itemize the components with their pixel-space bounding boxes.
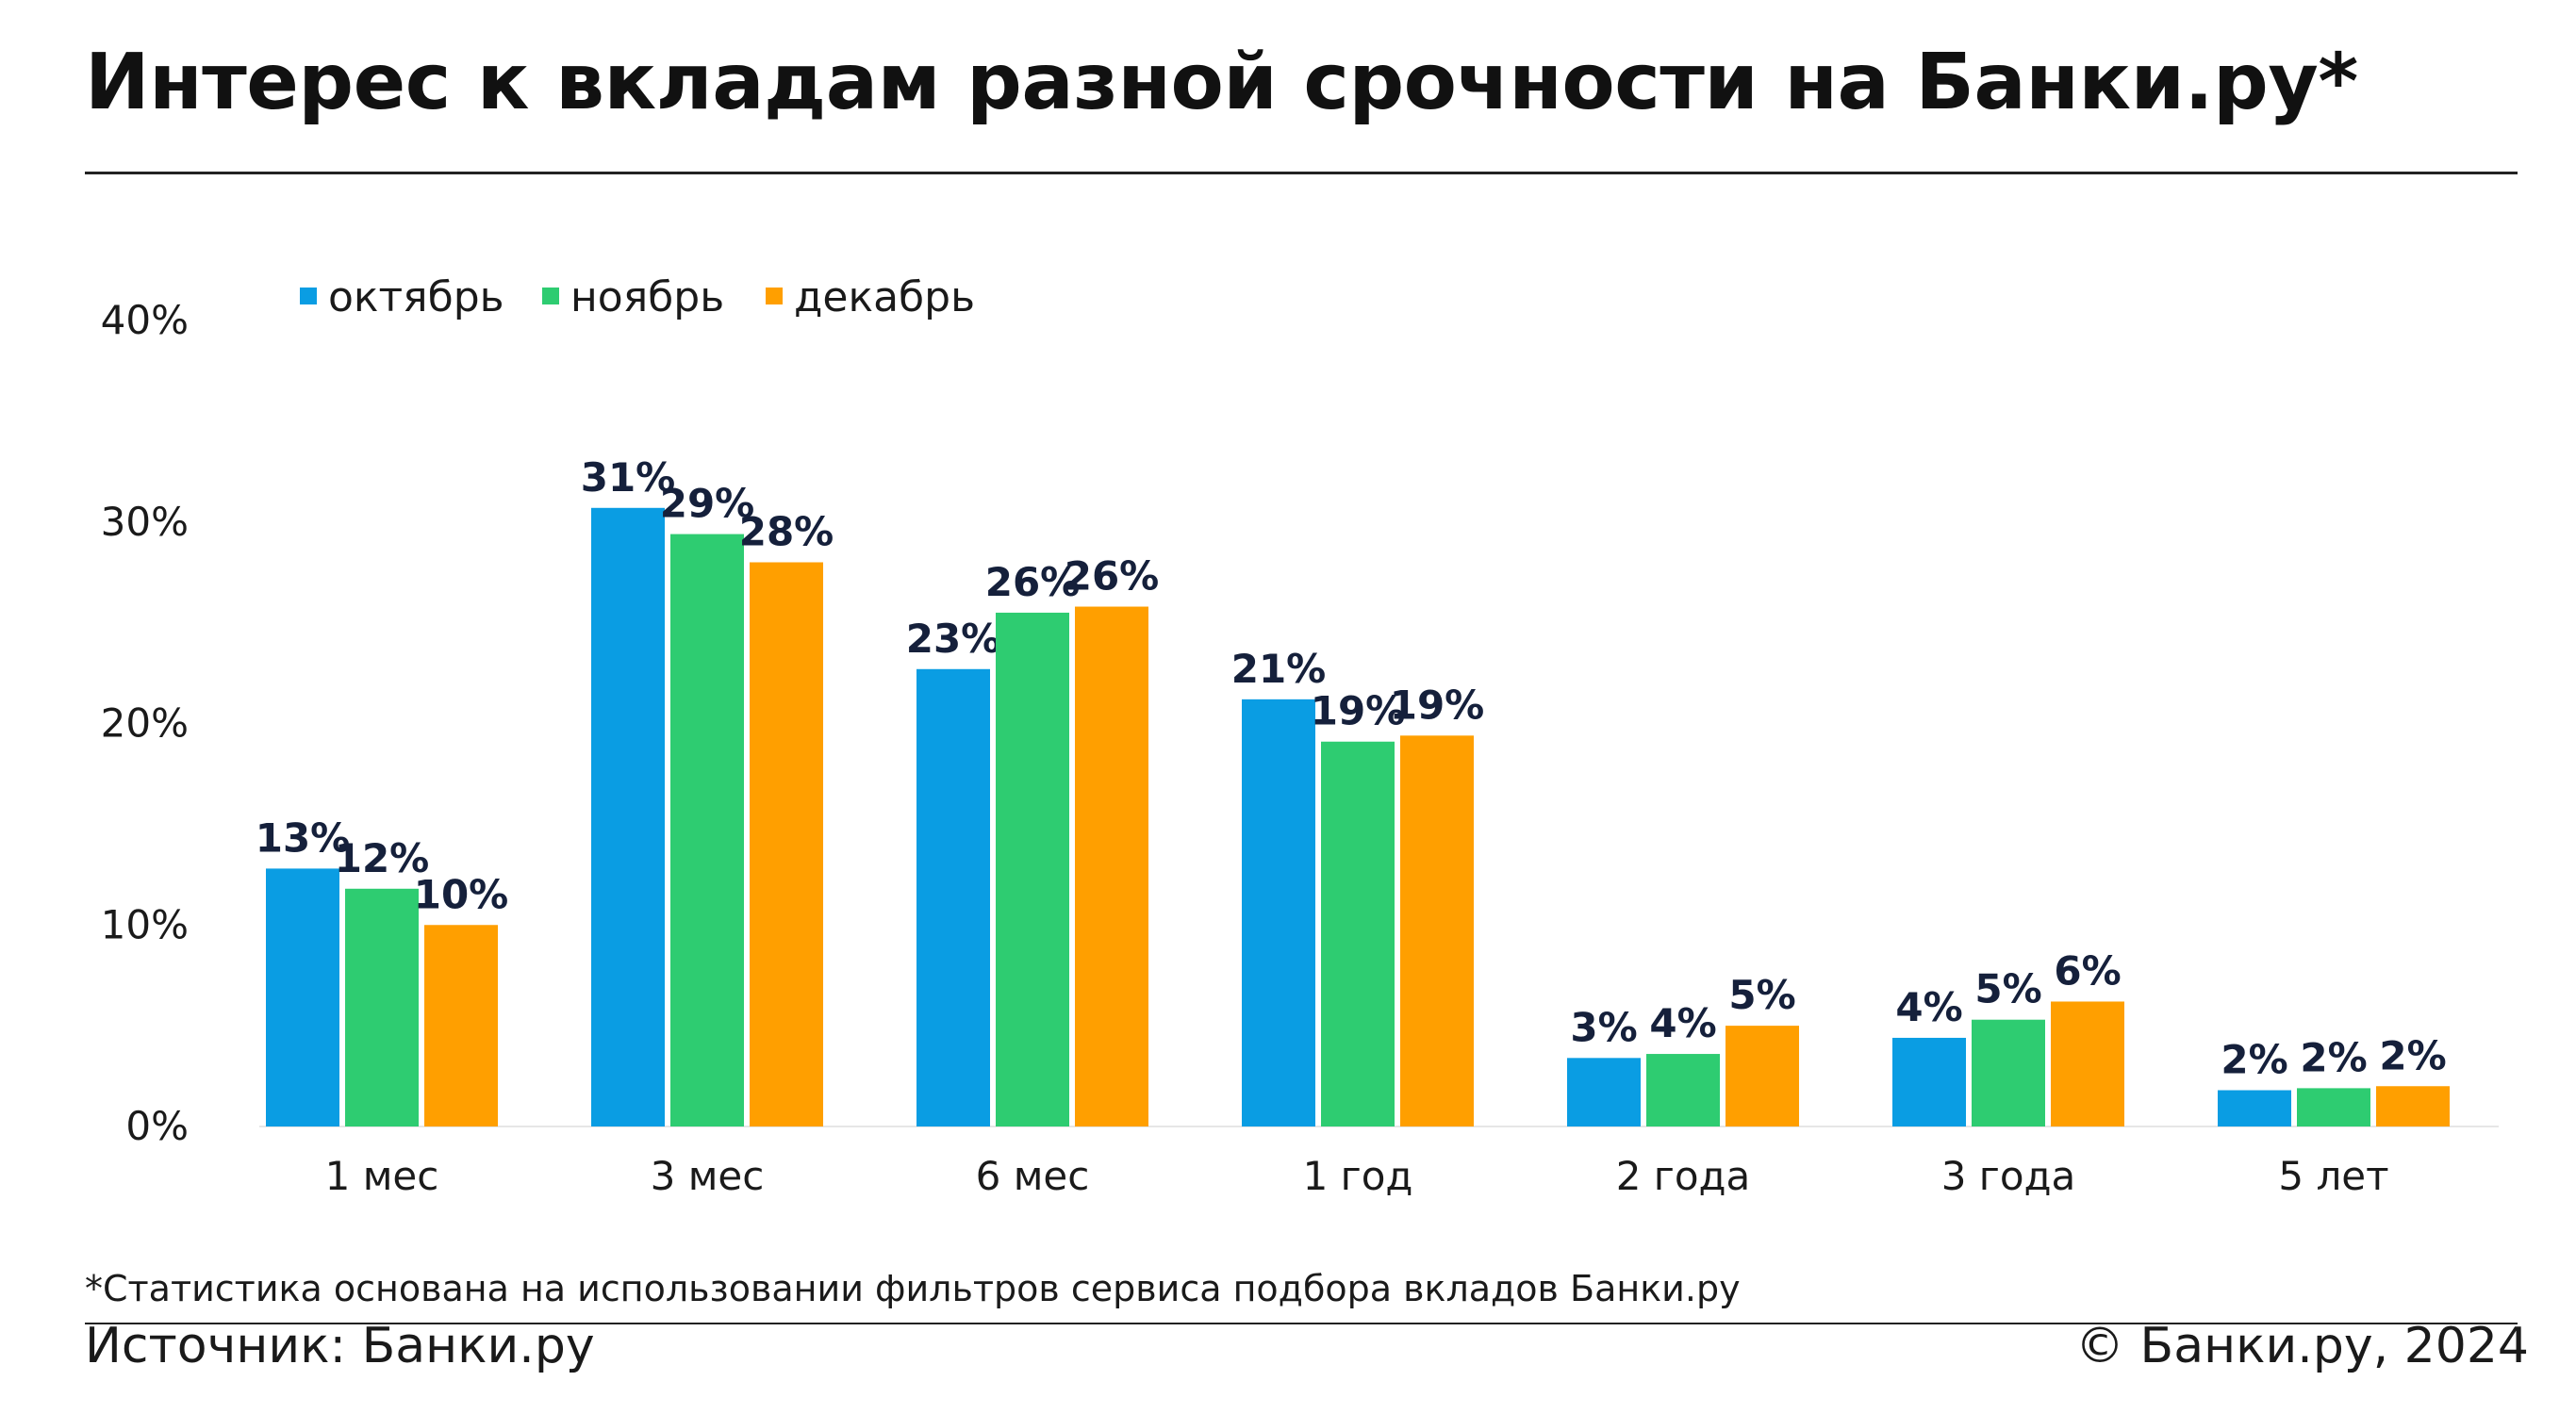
- data-label: 4%: [1649, 1000, 1716, 1046]
- data-label: 10%: [414, 871, 509, 917]
- y-tick-label: 10%: [101, 901, 189, 947]
- bar: [1892, 1037, 1966, 1126]
- data-label: 26%: [1065, 553, 1160, 600]
- source-label: Источник: Банки.ру: [85, 1318, 595, 1374]
- bar: [750, 562, 823, 1126]
- title-divider: [85, 172, 2518, 174]
- bar: [1726, 1026, 1799, 1126]
- bar: [1972, 1019, 2045, 1126]
- data-label: 6%: [2054, 947, 2121, 994]
- legend-swatch: [542, 288, 559, 304]
- data-label: 23%: [906, 616, 1001, 662]
- data-label: 28%: [739, 509, 834, 555]
- data-label: 2%: [2300, 1034, 2367, 1080]
- legend-label: декабрь: [794, 273, 975, 321]
- bar: [2051, 1001, 2124, 1126]
- bar: [1242, 699, 1315, 1126]
- data-label: 13%: [256, 814, 351, 861]
- data-label: 29%: [660, 481, 755, 527]
- x-tick-label: 2 года: [1616, 1153, 1751, 1199]
- data-label: 2%: [2221, 1037, 2287, 1083]
- bar: [424, 925, 498, 1126]
- y-tick-label: 0%: [125, 1103, 189, 1149]
- bar: [591, 507, 665, 1126]
- data-label: 2%: [2379, 1032, 2446, 1078]
- data-label: 3%: [1570, 1004, 1637, 1050]
- bar: [2297, 1088, 2370, 1126]
- data-label: 26%: [985, 559, 1081, 605]
- bar: [1400, 735, 1474, 1126]
- legend-label: ноябрь: [570, 273, 724, 321]
- bar: [2376, 1086, 2450, 1126]
- bar: [996, 612, 1069, 1126]
- bar: [345, 888, 419, 1126]
- bar: [670, 534, 744, 1126]
- x-tick-label: 6 мес: [976, 1153, 1090, 1199]
- bar: [2218, 1090, 2291, 1126]
- x-tick-label: 3 мес: [651, 1153, 765, 1199]
- x-tick-label: 3 года: [1941, 1153, 2076, 1199]
- bar: [1646, 1054, 1720, 1126]
- data-label: 4%: [1895, 984, 1962, 1030]
- y-tick-label: 40%: [101, 297, 189, 343]
- data-label: 5%: [1974, 966, 2041, 1012]
- data-label: 19%: [1390, 682, 1485, 728]
- copyright-label: © Банки.ру, 2024: [2075, 1318, 2529, 1374]
- data-label: 5%: [1728, 972, 1795, 1018]
- legend-swatch: [300, 288, 317, 304]
- legend-label: октябрь: [328, 273, 504, 321]
- bar: [916, 668, 990, 1126]
- data-label: 21%: [1231, 646, 1327, 692]
- legend-swatch: [766, 288, 783, 304]
- chart-title: Интерес к вкладам разной срочности на Ба…: [85, 38, 2358, 127]
- bar: [266, 868, 339, 1126]
- y-tick-label: 20%: [101, 700, 189, 747]
- bar: [1075, 606, 1148, 1126]
- x-tick-label: 1 год: [1303, 1153, 1413, 1199]
- x-tick-label: 1 мес: [325, 1153, 439, 1199]
- y-tick-label: 30%: [101, 499, 189, 545]
- footnote: *Статистика основана на использовании фи…: [85, 1268, 1741, 1309]
- bar: [1321, 741, 1395, 1126]
- data-label: 12%: [335, 835, 430, 881]
- footer-divider: [85, 1323, 2518, 1324]
- bar: [1567, 1058, 1641, 1126]
- x-tick-label: 5 лет: [2278, 1153, 2388, 1199]
- data-label: 31%: [581, 454, 676, 501]
- data-label: 19%: [1311, 688, 1406, 734]
